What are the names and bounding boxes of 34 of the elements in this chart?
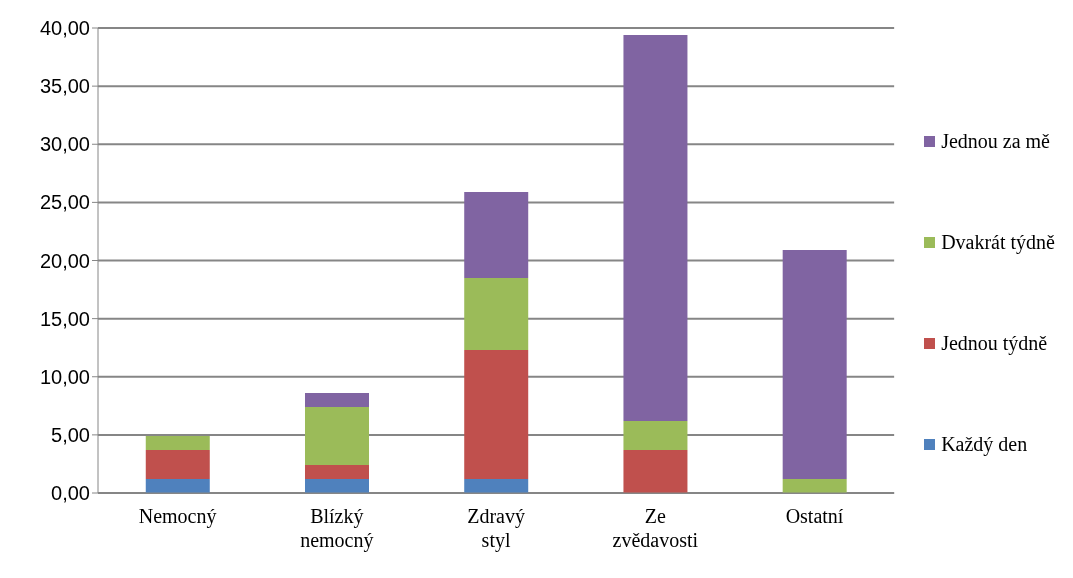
legend-label: Dvakrát týdně — [941, 231, 1055, 254]
x-tick-label: Zdravý styl — [467, 505, 525, 552]
y-tick-label: 5,00 — [51, 423, 90, 446]
y-tick-label: 40,00 — [39, 17, 90, 40]
bar — [623, 449, 688, 493]
x-tick-label: Blízký nemocný — [300, 505, 374, 552]
bar — [305, 465, 369, 480]
bar — [145, 479, 210, 493]
bar — [464, 479, 529, 493]
y-tick-label: 10,00 — [39, 365, 90, 388]
x-tick-label: Ze zvědavosti — [612, 505, 699, 551]
bar — [464, 277, 529, 351]
legend-label: Každý den — [941, 433, 1028, 456]
y-tick-label: 15,00 — [39, 307, 90, 330]
bar — [623, 420, 688, 450]
bar — [305, 479, 369, 493]
x-tick-label: Ostatní — [785, 505, 844, 527]
x-tick-label: Nemocný — [138, 505, 217, 528]
bar — [782, 250, 847, 480]
bar — [464, 350, 529, 480]
bar — [464, 191, 529, 278]
legend-label: Jednou týdně — [941, 332, 1048, 355]
bar — [305, 406, 369, 466]
bar — [782, 479, 847, 493]
bar — [145, 449, 210, 480]
y-tick-label: 35,00 — [39, 75, 90, 98]
bar — [623, 34, 688, 421]
y-tick-label: 0,00 — [51, 482, 90, 505]
bar — [305, 393, 369, 407]
bar — [145, 436, 210, 450]
y-tick-label: 30,00 — [39, 133, 90, 156]
y-tick-label: 25,00 — [39, 191, 90, 214]
legend-label: Jednou za mě — [941, 130, 1050, 153]
y-tick-label: 20,00 — [39, 249, 90, 272]
